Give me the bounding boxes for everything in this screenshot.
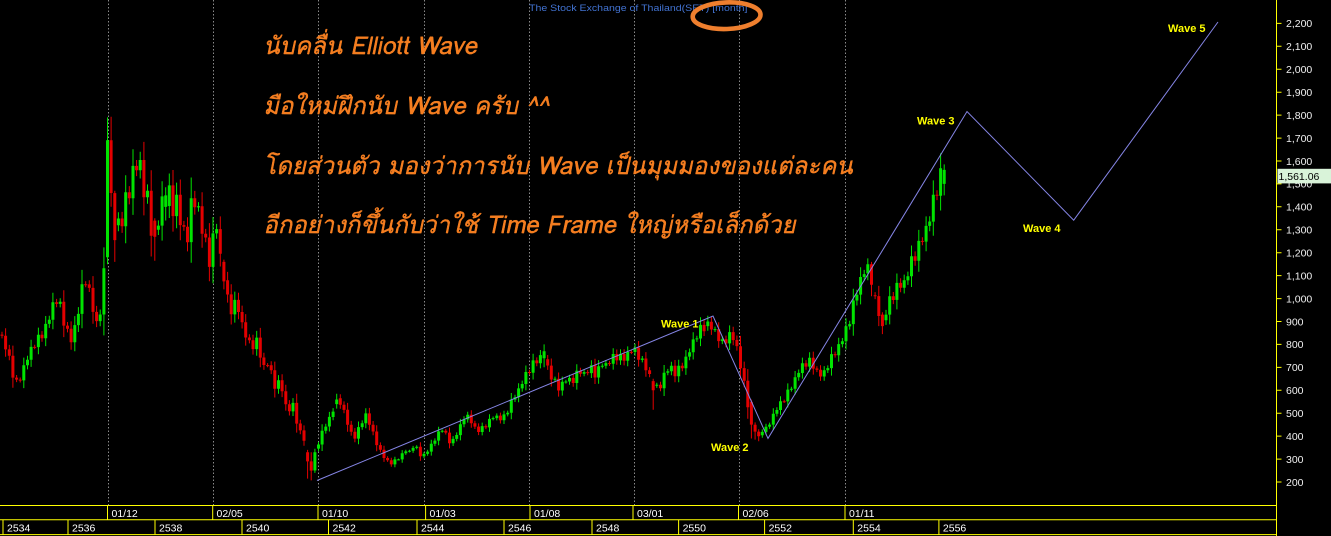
svg-text:03/01: 03/01 (637, 508, 663, 520)
svg-text:2552: 2552 (769, 523, 793, 535)
svg-text:600: 600 (1286, 385, 1304, 397)
svg-text:800: 800 (1286, 339, 1304, 351)
svg-text:02/06: 02/06 (743, 508, 769, 520)
svg-text:900: 900 (1286, 316, 1304, 328)
svg-text:2546: 2546 (508, 523, 532, 535)
svg-text:01/08: 01/08 (534, 508, 560, 520)
svg-text:Wave 3: Wave 3 (917, 116, 955, 128)
svg-text:2534: 2534 (7, 523, 31, 535)
svg-text:1,200: 1,200 (1286, 248, 1312, 260)
svg-text:400: 400 (1286, 431, 1304, 443)
svg-text:300: 300 (1286, 454, 1304, 466)
svg-text:Wave 2: Wave 2 (711, 442, 749, 454)
svg-text:2540: 2540 (246, 523, 270, 535)
svg-text:1,800: 1,800 (1286, 110, 1312, 122)
svg-text:01/10: 01/10 (322, 508, 348, 520)
svg-text:2,100: 2,100 (1286, 41, 1312, 53)
svg-text:2544: 2544 (421, 523, 445, 535)
svg-text:1,400: 1,400 (1286, 202, 1312, 214)
svg-text:2554: 2554 (857, 523, 881, 535)
svg-text:1,000: 1,000 (1286, 293, 1312, 305)
svg-text:02/05: 02/05 (217, 508, 243, 520)
svg-text:2536: 2536 (72, 523, 96, 535)
svg-text:2538: 2538 (159, 523, 183, 535)
svg-text:2542: 2542 (333, 523, 357, 535)
svg-text:The Stock Exchange of Thailand: The Stock Exchange of Thailand(SET) [mon… (529, 2, 748, 13)
svg-text:1,561.06: 1,561.06 (1279, 171, 1320, 183)
svg-text:2,200: 2,200 (1286, 18, 1312, 30)
svg-text:1,600: 1,600 (1286, 156, 1312, 168)
svg-text:700: 700 (1286, 362, 1304, 374)
svg-text:2548: 2548 (596, 523, 620, 535)
svg-text:Wave 4: Wave 4 (1023, 223, 1061, 235)
svg-text:Wave 5: Wave 5 (1168, 23, 1206, 35)
svg-text:2556: 2556 (943, 523, 967, 535)
svg-text:1,100: 1,100 (1286, 270, 1312, 282)
svg-text:Wave 1: Wave 1 (661, 319, 699, 331)
svg-text:01/11: 01/11 (849, 508, 875, 520)
svg-text:2550: 2550 (683, 523, 707, 535)
svg-text:200: 200 (1286, 477, 1304, 489)
svg-text:01/12: 01/12 (112, 508, 138, 520)
svg-text:1,900: 1,900 (1286, 87, 1312, 99)
svg-text:1,700: 1,700 (1286, 133, 1312, 145)
svg-text:01/03: 01/03 (430, 508, 456, 520)
svg-text:2,000: 2,000 (1286, 64, 1312, 76)
svg-text:1,300: 1,300 (1286, 225, 1312, 237)
svg-text:500: 500 (1286, 408, 1304, 420)
